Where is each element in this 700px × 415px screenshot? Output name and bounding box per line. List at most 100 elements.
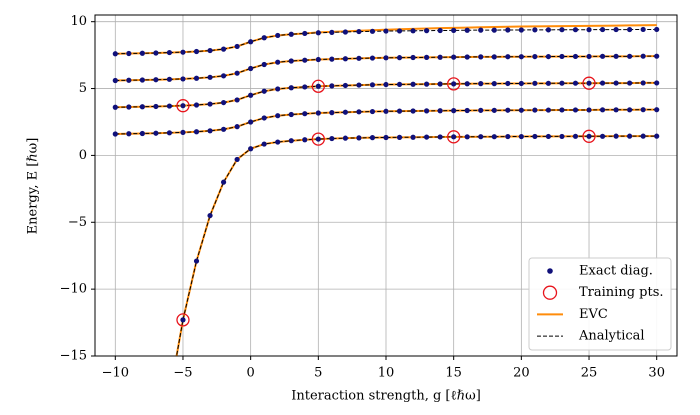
data-point: [613, 133, 619, 139]
data-point: [126, 77, 132, 83]
data-point: [586, 80, 592, 86]
data-point: [369, 108, 376, 115]
data-point: [193, 75, 200, 81]
data-point: [599, 80, 606, 86]
data-point: [261, 35, 267, 41]
data-point: [586, 53, 592, 60]
y-tick-label: 10: [70, 14, 87, 29]
data-point: [424, 134, 430, 140]
data-point: [356, 135, 362, 141]
data-point: [437, 27, 443, 34]
y-tick-label: −15: [60, 349, 87, 364]
data-point: [572, 107, 579, 113]
data-point: [451, 108, 457, 114]
data-point: [437, 108, 443, 114]
data-point: [139, 130, 145, 137]
data-point: [424, 54, 430, 60]
data-point: [396, 28, 403, 34]
data-point: [261, 115, 267, 121]
data-point: [302, 84, 308, 90]
legend-marker: [542, 285, 558, 300]
data-point: [329, 135, 335, 142]
data-point: [234, 97, 240, 103]
x-tick-label: −10: [102, 366, 129, 381]
data-point: [518, 27, 524, 33]
training-point: [582, 129, 596, 143]
data-point: [383, 81, 389, 88]
data-point: [532, 27, 538, 33]
data-point: [437, 134, 443, 140]
data-point: [410, 108, 416, 114]
data-point: [180, 317, 186, 323]
data-point: [369, 28, 376, 34]
data-point: [302, 137, 308, 143]
data-point: [342, 135, 348, 141]
data-point: [627, 53, 633, 59]
y-tick-label: −5: [68, 215, 87, 230]
data-point: [139, 50, 145, 56]
data-point: [396, 55, 403, 61]
data-point: [288, 111, 294, 118]
x-tick-label: 20: [513, 366, 530, 381]
data-point: [180, 103, 186, 109]
data-point: [451, 27, 457, 33]
data-point: [640, 26, 646, 33]
data-point: [166, 130, 173, 136]
data-point: [532, 107, 538, 113]
data-point: [559, 107, 565, 113]
data-point: [613, 26, 619, 33]
data-point: [248, 119, 254, 125]
data-point: [464, 27, 470, 33]
data-point: [139, 77, 145, 83]
x-tick-label: 30: [648, 366, 665, 381]
data-point: [599, 53, 606, 59]
data-point: [166, 103, 173, 109]
data-point: [654, 53, 660, 59]
data-point: [491, 81, 497, 87]
data-point: [383, 134, 389, 141]
x-tick-label: 25: [581, 366, 598, 381]
data-point: [532, 133, 538, 140]
data-point: [505, 133, 511, 140]
data-point: [275, 32, 281, 39]
data-point: [654, 26, 660, 33]
data-point: [112, 131, 118, 137]
data-point: [572, 27, 579, 33]
data-point: [491, 54, 497, 60]
x-tick-label: −5: [173, 366, 192, 381]
training-point: [447, 77, 461, 91]
data-point: [383, 55, 389, 61]
legend-label: Training pts.: [579, 285, 664, 300]
data-point: [220, 73, 227, 79]
data-point: [640, 53, 646, 59]
data-point: [627, 26, 633, 33]
data-point: [356, 55, 362, 61]
data-point: [356, 28, 362, 35]
data-point: [586, 107, 592, 113]
x-tick-label: 0: [247, 366, 255, 381]
data-point: [275, 86, 281, 92]
training-point: [311, 132, 325, 146]
data-point: [315, 30, 321, 36]
data-point: [396, 134, 403, 140]
training-point: [176, 99, 190, 113]
data-point: [396, 81, 403, 88]
data-point: [559, 133, 565, 140]
data-point: [478, 107, 484, 113]
data-point: [545, 80, 552, 86]
x-tick-label: 15: [445, 366, 462, 381]
data-point: [424, 81, 430, 87]
data-point: [193, 48, 200, 55]
data-point: [627, 107, 633, 113]
data-point: [586, 27, 592, 33]
y-tick-label: −10: [60, 282, 87, 297]
data-point: [112, 104, 118, 110]
data-point: [275, 59, 281, 65]
data-point: [464, 54, 470, 60]
data-point: [437, 81, 443, 87]
data-point: [545, 133, 552, 140]
data-point: [640, 107, 646, 113]
data-point: [207, 128, 213, 134]
data-point: [193, 129, 200, 135]
